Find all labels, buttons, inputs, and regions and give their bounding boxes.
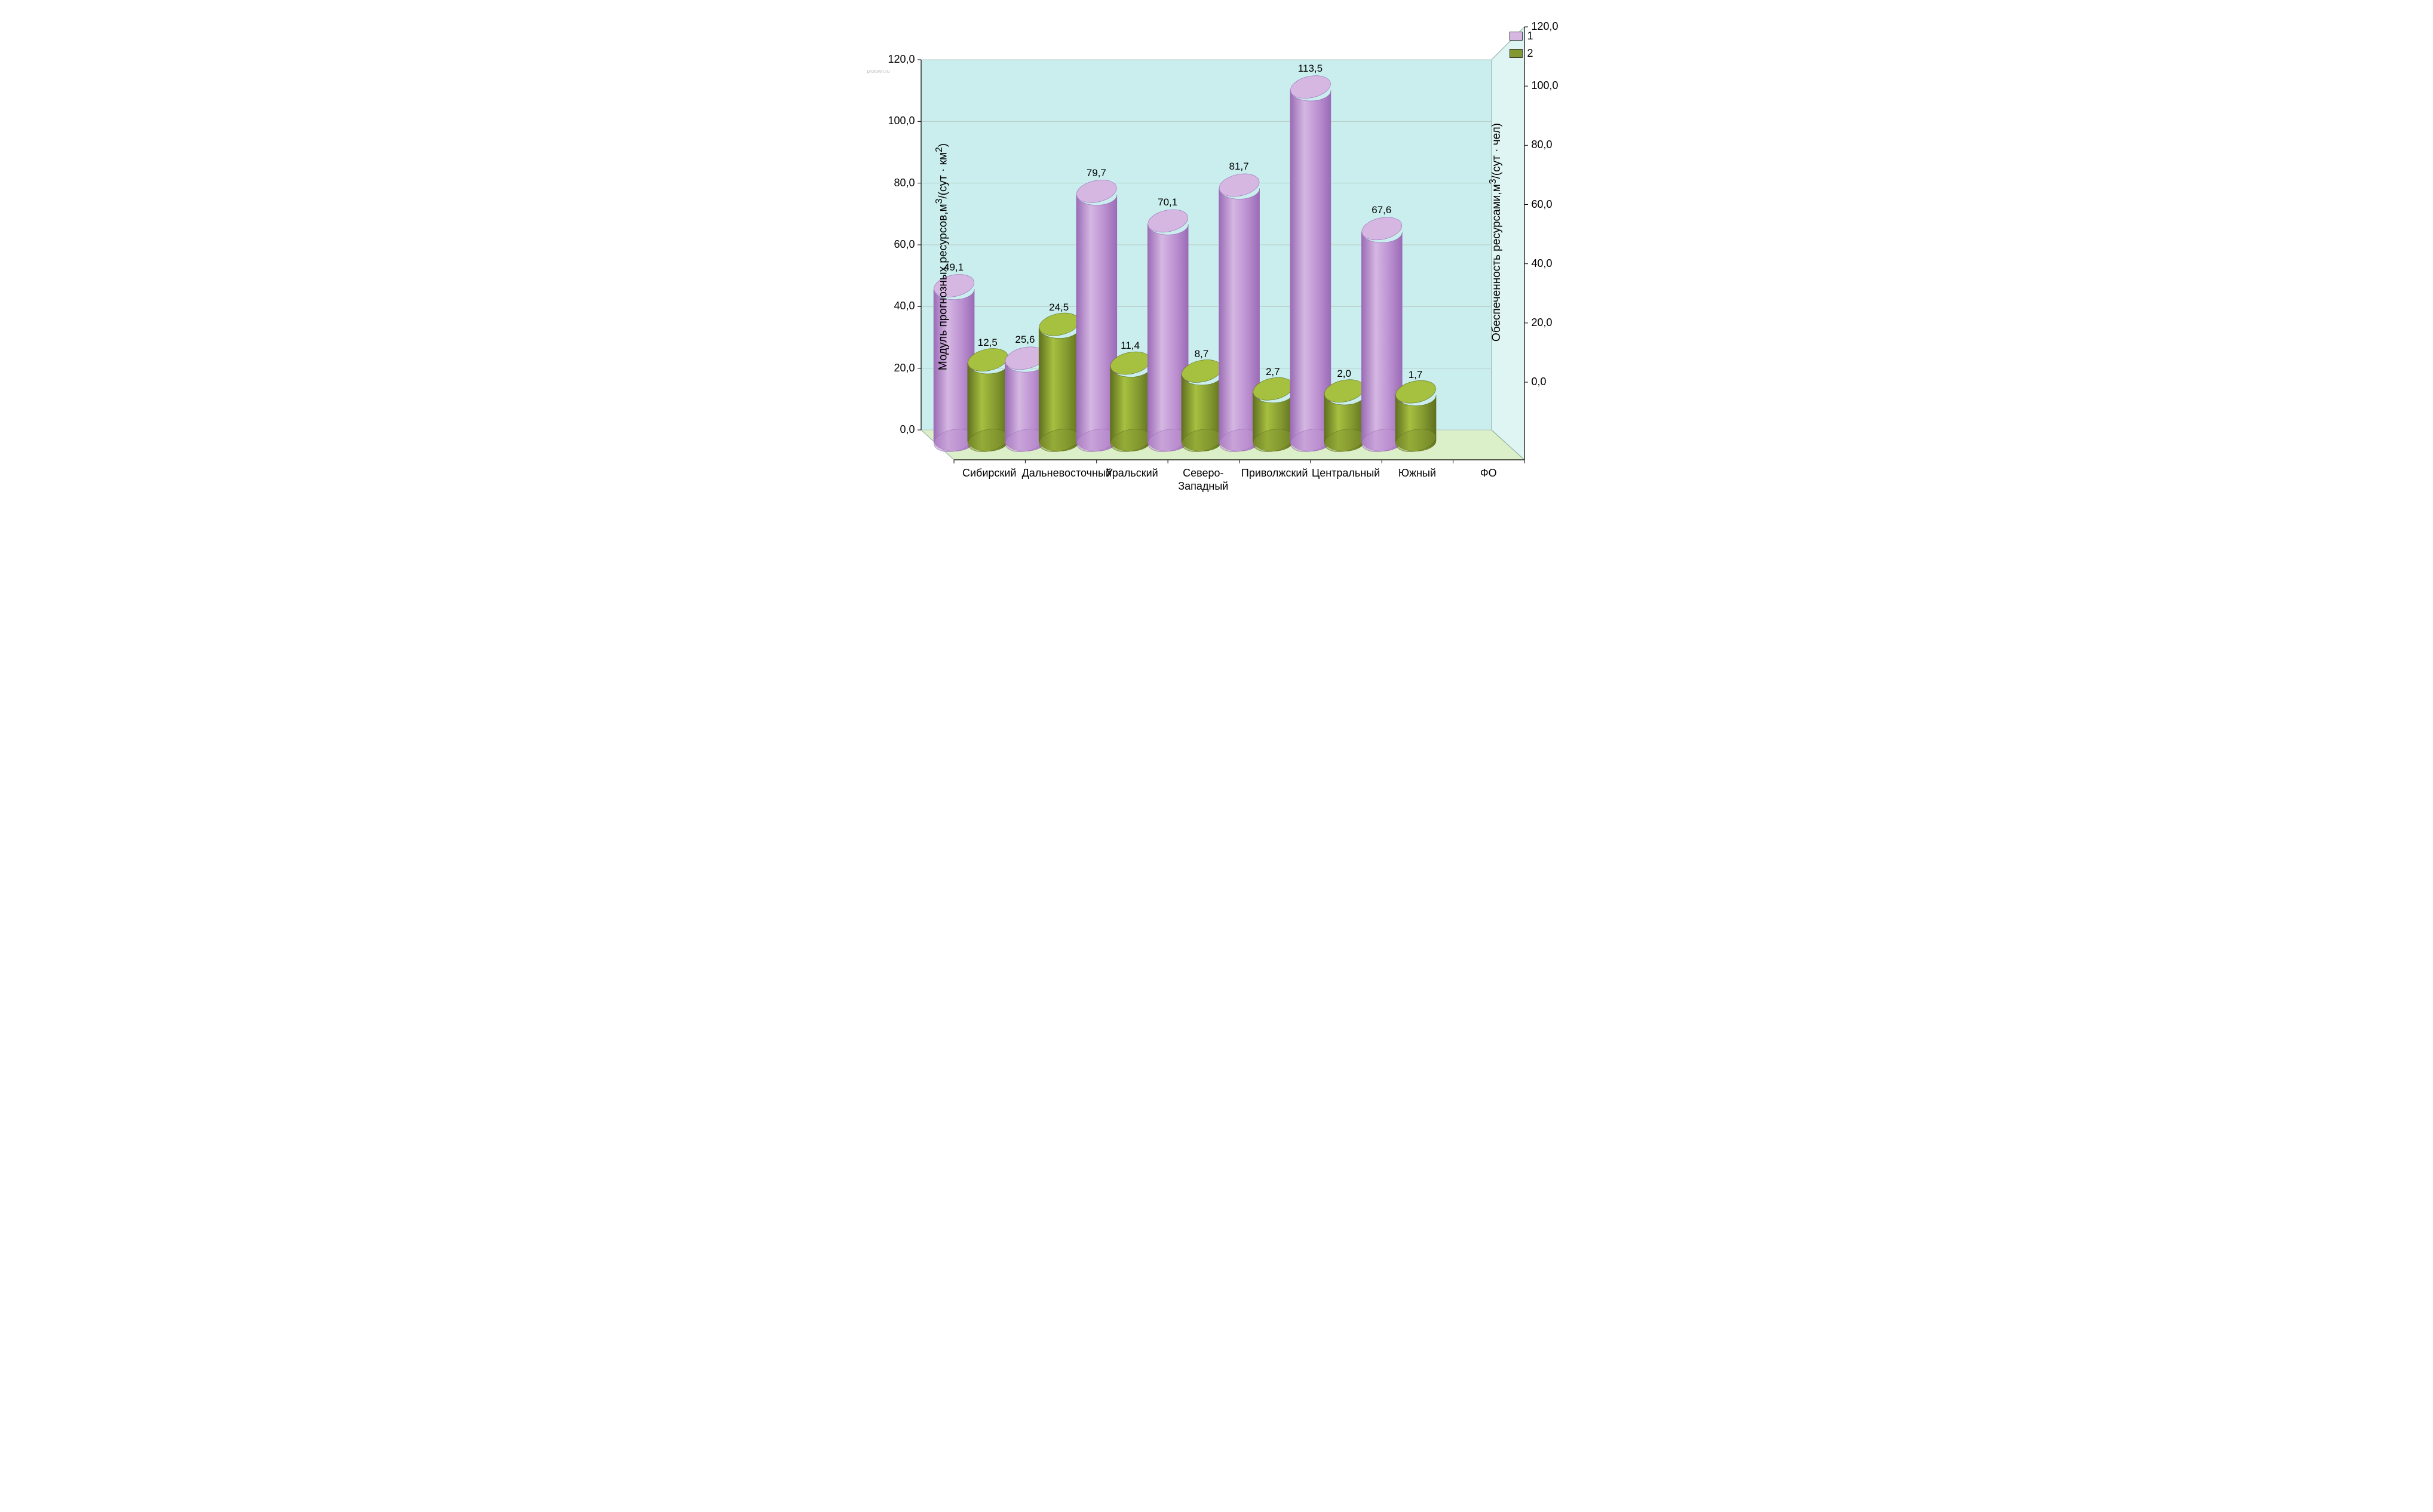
watermark: protown.ru — [867, 69, 890, 74]
value-label-s2: 8,7 — [1195, 348, 1209, 360]
category-label: Сибирский — [950, 467, 1028, 480]
ytick-right: 20,0 — [1532, 316, 1567, 329]
category-label: Приволжский — [1236, 467, 1314, 480]
ytick-right: 120,0 — [1532, 20, 1567, 33]
value-label-s1: 49,1 — [944, 262, 964, 273]
value-label-s2: 11,4 — [1121, 340, 1140, 352]
value-label-s1: 81,7 — [1229, 161, 1249, 173]
ytick-left: 40,0 — [879, 300, 915, 312]
value-label-s1: 113,5 — [1298, 63, 1323, 75]
ytick-right: 100,0 — [1532, 79, 1567, 92]
ytick-left: 0,0 — [879, 423, 915, 436]
ytick-right: 80,0 — [1532, 139, 1567, 151]
ytick-right: 40,0 — [1532, 257, 1567, 270]
category-label: Южный — [1378, 467, 1456, 480]
value-label-s2: 2,0 — [1337, 368, 1351, 380]
legend-label-2: 2 — [1527, 47, 1533, 60]
left-axis-label: Модуль прогнозных ресурсов,м3/(сут · км2… — [934, 143, 949, 370]
legend-swatch-1 — [1509, 32, 1523, 41]
category-label: Дальневосточный — [1022, 467, 1100, 480]
resource-chart: Модуль прогнозных ресурсов,м3/(сут · км2… — [834, 12, 1599, 502]
value-label-s1: 79,7 — [1087, 167, 1106, 179]
category-label: Северо- Западный — [1164, 467, 1242, 493]
ytick-right: 60,0 — [1532, 198, 1567, 211]
ytick-left: 60,0 — [879, 238, 915, 251]
right-axis-label: Обеспеченность ресурсами,м3/(сут · чел) — [1487, 123, 1503, 342]
value-label-s1: 70,1 — [1158, 196, 1177, 208]
ytick-left: 120,0 — [879, 53, 915, 66]
value-label-s1: 67,6 — [1372, 204, 1391, 216]
value-label-s2: 1,7 — [1409, 369, 1423, 381]
ytick-left: 20,0 — [879, 362, 915, 374]
category-label: ФО — [1450, 467, 1527, 480]
legend-swatch-2 — [1509, 49, 1523, 58]
ytick-left: 100,0 — [879, 115, 915, 127]
legend-item-2: 2 — [1509, 47, 1545, 60]
value-label-s2: 24,5 — [1049, 302, 1069, 314]
value-label-s2: 12,5 — [978, 337, 998, 349]
ytick-left: 80,0 — [879, 177, 915, 189]
category-label: Центральный — [1307, 467, 1385, 480]
category-label: Уральский — [1093, 467, 1171, 480]
value-label-s2: 2,7 — [1266, 366, 1280, 378]
ytick-right: 0,0 — [1532, 376, 1567, 388]
legend: 1 2 — [1509, 30, 1545, 64]
value-label-s1: 25,6 — [1015, 334, 1035, 346]
